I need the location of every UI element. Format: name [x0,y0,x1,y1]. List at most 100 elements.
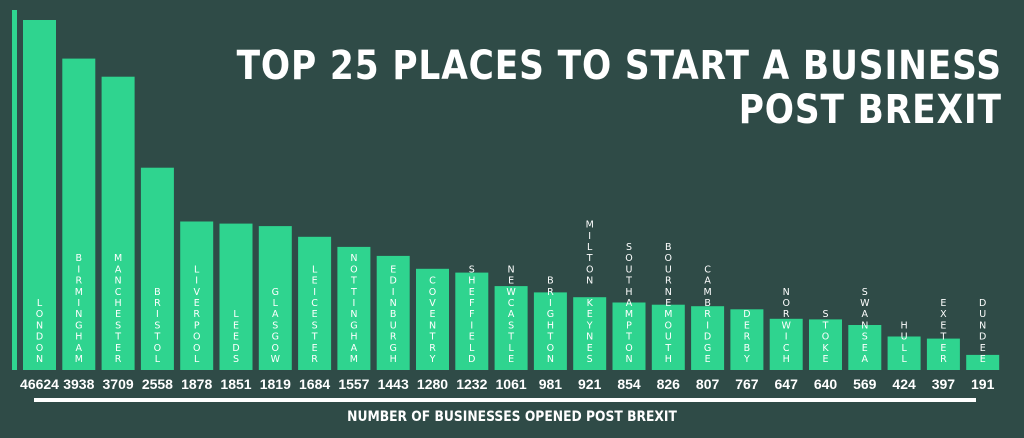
svg-text:A: A [272,309,279,320]
svg-text:T: T [664,343,671,354]
svg-text:H: H [115,298,122,309]
svg-text:I: I [392,287,395,298]
svg-text:E: E [744,320,750,331]
bar-bournemouth [651,304,685,370]
value-label-leeds: 1851 [220,376,251,392]
value-label-liverpool: 1878 [181,376,212,392]
svg-text:K: K [822,343,829,354]
svg-text:Y: Y [586,320,593,331]
svg-text:H: H [783,354,790,365]
svg-text:O: O [625,343,632,354]
svg-text:I: I [785,332,788,343]
bar-swansea [848,325,882,370]
svg-text:L: L [37,298,43,309]
svg-text:N: N [390,298,397,309]
svg-text:R: R [744,332,751,343]
svg-text:W: W [506,287,516,298]
svg-text:N: N [783,287,790,298]
svg-text:N: N [625,354,632,365]
value-label-leicester: 1684 [299,376,330,392]
svg-text:L: L [194,264,200,275]
svg-text:E: E [980,354,986,365]
svg-text:W: W [860,298,870,309]
bar-leicester [298,236,332,370]
svg-text:S: S [272,320,278,331]
svg-text:O: O [36,309,43,320]
bar-dundee [966,354,1000,370]
svg-text:O: O [154,343,161,354]
svg-text:M: M [586,220,594,231]
svg-text:L: L [194,354,200,365]
svg-text:E: E [587,309,593,320]
svg-text:H: H [665,354,672,365]
svg-text:M: M [625,309,633,320]
bar-hull [887,336,921,370]
svg-text:E: E [194,298,200,309]
svg-text:U: U [665,332,672,343]
svg-text:L: L [901,354,907,365]
svg-text:E: E [233,320,239,331]
svg-text:E: E [587,343,593,354]
svg-text:T: T [153,332,160,343]
svg-text:E: E [508,354,514,365]
svg-text:N: N [586,276,593,287]
svg-text:N: N [979,320,986,331]
bar-brighton [533,292,567,370]
svg-text:T: T [429,332,436,343]
svg-text:C: C [783,343,790,354]
bar-bristol [140,167,174,370]
svg-text:G: G [704,343,711,354]
value-label-glasgow: 1819 [260,376,291,392]
svg-text:S: S [626,242,632,253]
value-label-newcastle: 1061 [496,376,527,392]
svg-text:N: N [508,264,515,275]
svg-text:O: O [193,343,200,354]
bar-derby [730,309,764,370]
svg-text:I: I [313,287,316,298]
svg-text:E: E [312,309,318,320]
svg-text:I: I [352,298,355,309]
value-label-exeter: 397 [932,376,956,392]
svg-text:G: G [350,320,357,331]
svg-text:E: E [822,354,828,365]
svg-text:H: H [468,276,475,287]
svg-text:L: L [508,343,514,354]
svg-text:O: O [782,298,789,309]
svg-text:T: T [625,332,632,343]
svg-text:R: R [154,298,161,309]
svg-text:T: T [114,332,121,343]
svg-text:Y: Y [743,354,750,365]
value-label-stoke: 640 [814,376,838,392]
svg-text:A: A [626,298,633,309]
svg-text:I: I [470,320,473,331]
svg-text:U: U [979,309,986,320]
svg-text:M: M [75,287,83,298]
bar-manchester [101,76,135,370]
svg-text:B: B [547,276,554,287]
svg-text:V: V [193,287,200,298]
bar-milton-keynes [573,297,607,370]
value-label-nottingham: 1557 [338,376,369,392]
svg-text:T: T [586,253,593,264]
svg-text:N: N [115,276,122,287]
svg-text:S: S [862,332,868,343]
svg-text:A: A [704,276,711,287]
svg-text:T: T [625,276,632,287]
svg-text:I: I [706,320,709,331]
svg-text:A: A [115,264,122,275]
svg-text:B: B [76,253,83,264]
svg-text:S: S [115,320,121,331]
value-label-milton-keynes: 921 [578,376,602,392]
bar-birmingham [62,58,96,370]
svg-text:L: L [233,309,239,320]
value-label-swansea: 569 [853,376,877,392]
svg-text:E: E [665,298,671,309]
